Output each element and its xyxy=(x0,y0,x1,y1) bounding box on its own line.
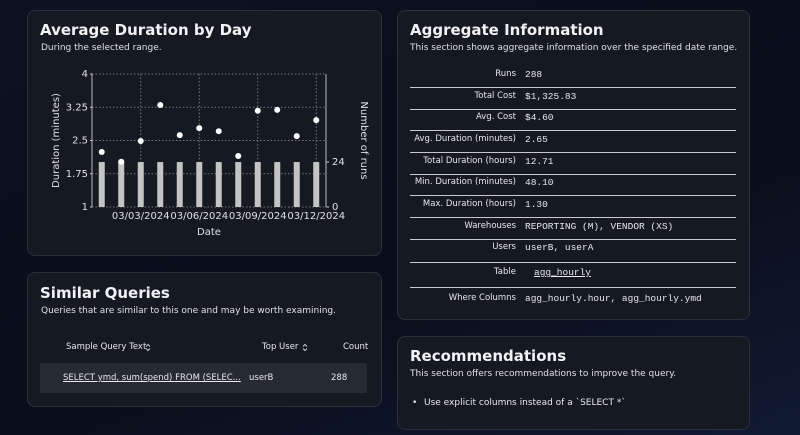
row-label: Total Duration (hours) xyxy=(423,156,516,166)
bullet: • xyxy=(412,398,418,408)
x-tick-label: 03/12/2024 xyxy=(287,211,345,222)
point xyxy=(118,158,125,165)
row-label: Table xyxy=(494,267,516,277)
point xyxy=(137,137,144,144)
row-value: 288 xyxy=(525,69,543,80)
sort-icon xyxy=(145,343,151,352)
row-value: 1.30 xyxy=(525,199,548,210)
aggregate-panel xyxy=(397,10,750,320)
point xyxy=(274,106,281,113)
table-link[interactable]: agg_hourly xyxy=(534,267,592,278)
row-label: Avg. Duration (minutes) xyxy=(414,134,516,144)
row-value: $1,325.83 xyxy=(525,91,577,102)
row-value: 48.10 xyxy=(525,177,554,188)
row-divider xyxy=(410,87,736,88)
x-tick-label: 03/03/2024 xyxy=(112,211,170,222)
row-divider xyxy=(410,238,736,240)
y-tick-label: 1.75 xyxy=(66,169,88,180)
row-divider xyxy=(410,108,736,110)
row-label: Users xyxy=(492,242,516,252)
point xyxy=(196,125,203,132)
row-divider xyxy=(410,195,736,196)
bar xyxy=(293,162,300,207)
bar xyxy=(157,162,164,207)
row-divider xyxy=(410,287,736,288)
row-divider xyxy=(410,217,736,218)
row-value: 12.71 xyxy=(525,156,554,167)
bar xyxy=(254,162,261,207)
row-label: Max. Duration (hours) xyxy=(422,199,516,209)
count: 288 xyxy=(331,373,348,383)
row-label: Where Columns xyxy=(448,293,516,303)
y-tick-label: 2.5 xyxy=(72,136,88,147)
row-label: Runs xyxy=(495,69,516,79)
column-header: Count xyxy=(343,342,369,352)
y-tick-label: 1 xyxy=(82,202,88,213)
column-header[interactable]: Top User xyxy=(262,342,299,352)
similar-title: Similar Queries xyxy=(40,284,170,302)
recommendations-subtitle: This section offers recommendations to i… xyxy=(410,369,677,379)
table-row xyxy=(40,363,367,393)
row-divider xyxy=(410,130,736,131)
point xyxy=(215,128,222,135)
point xyxy=(254,107,261,114)
recommendations-title: Recommendations xyxy=(410,347,567,365)
point xyxy=(98,149,105,156)
y2-axis-label: Number of runs xyxy=(358,101,369,179)
row-value: agg_hourly.hour, agg_hourly.ymd xyxy=(525,293,702,304)
row-label: Total Cost xyxy=(474,91,516,101)
recommendations-panel xyxy=(397,336,750,430)
chart-subtitle: During the selected range. xyxy=(41,43,162,53)
y-tick-label: 3.25 xyxy=(66,102,88,113)
x-tick-label: 03/06/2024 xyxy=(170,211,228,222)
bar xyxy=(313,162,320,207)
row-divider xyxy=(410,152,736,153)
row-value: userB, userA xyxy=(525,242,594,253)
aggregate-subtitle: This section shows aggregate information… xyxy=(410,43,738,53)
bar xyxy=(98,162,105,207)
column-header[interactable]: Sample Query Text xyxy=(66,342,147,352)
similar-subtitle: Queries that are similar to this one and… xyxy=(41,306,336,316)
row-divider xyxy=(410,261,736,263)
y2-tick-label: 0 xyxy=(332,202,338,213)
y-tick-label: 4 xyxy=(82,69,88,80)
y-axis-label: Duration (minutes) xyxy=(51,93,62,188)
row-value: 2.65 xyxy=(525,134,548,145)
row-label: Warehouses xyxy=(464,221,516,231)
bar xyxy=(235,162,242,207)
point xyxy=(176,132,183,139)
point xyxy=(235,153,242,160)
bar xyxy=(274,162,281,207)
bar xyxy=(137,162,144,207)
row-label: Min. Duration (minutes) xyxy=(414,177,516,187)
row-value: $4.60 xyxy=(525,112,554,123)
aggregate-title: Aggregate Information xyxy=(410,21,604,39)
bar xyxy=(215,162,222,207)
x-axis-label: Date xyxy=(197,227,221,238)
sort-icon xyxy=(302,343,308,352)
y2-tick-label: 24 xyxy=(332,157,345,168)
bar xyxy=(176,162,183,207)
point xyxy=(157,102,164,109)
row-label: Avg. Cost xyxy=(475,112,516,122)
row-value: REPORTING (M), VENDOR (XS) xyxy=(525,221,674,232)
chart-panel xyxy=(27,10,382,256)
bar xyxy=(196,162,203,207)
query-link[interactable]: SELECT ymd, sum(spend) FROM (SELEC... xyxy=(63,373,241,383)
point xyxy=(313,117,320,124)
point xyxy=(293,133,300,140)
x-tick-label: 03/09/2024 xyxy=(229,211,287,222)
bar xyxy=(118,162,125,207)
chart-title: Average Duration by Day xyxy=(40,21,252,39)
top-user: userB xyxy=(249,373,274,383)
recommendation: Use explicit columns instead of a `SELEC… xyxy=(424,398,626,408)
row-divider xyxy=(410,173,736,175)
